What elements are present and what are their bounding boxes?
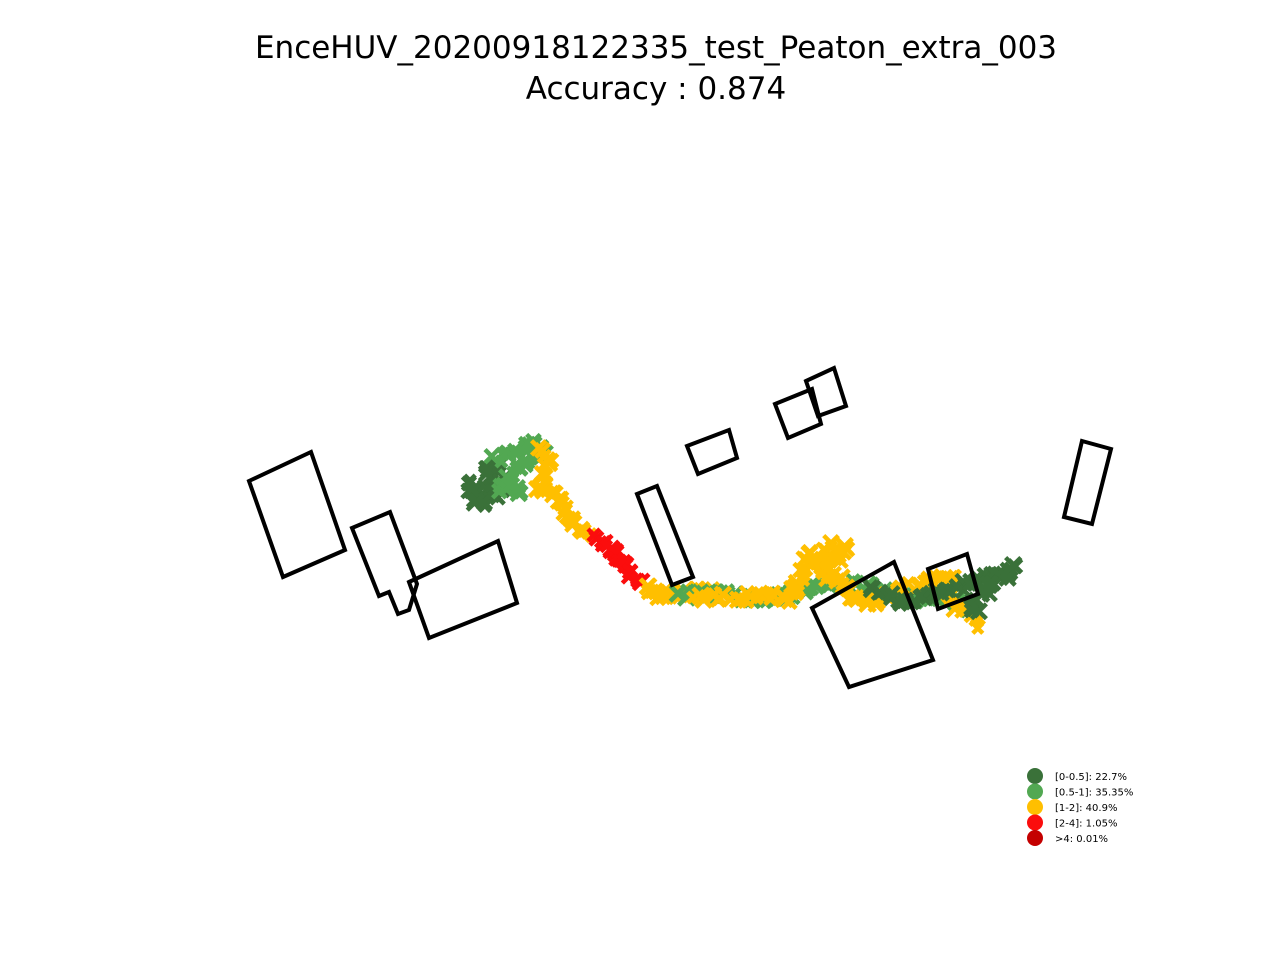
building-outline: [1061, 438, 1114, 527]
legend-label: [0-0.5]: 22.7%: [1055, 772, 1127, 783]
legend-marker: [1027, 768, 1043, 784]
legend-marker: [1027, 830, 1043, 846]
trajectory-point: [969, 602, 988, 621]
legend-label: [0.5-1]: 35.35%: [1055, 788, 1133, 799]
building-outline: [684, 427, 740, 477]
building-outline: [925, 551, 981, 612]
chart-title: EnceHUV_20200918122335_test_Peaton_extra…: [255, 30, 1057, 66]
legend-marker: [1027, 783, 1043, 800]
legend-label: [2-4]: 1.05%: [1055, 819, 1117, 830]
building-outline: [349, 509, 420, 617]
trajectory-point: [694, 590, 713, 609]
trajectory-point: [483, 447, 500, 465]
trajectory-point: [513, 484, 529, 500]
legend-marker: [1027, 814, 1043, 831]
trajectory-points: [460, 432, 1024, 635]
building-outline: [772, 386, 824, 441]
trajectory-point: [630, 572, 646, 589]
building-outline: [803, 365, 849, 419]
legend: [0-0.5]: 22.7% [0.5-1]: 35.35% [1-2]: 40.9…: [1027, 768, 1133, 846]
trajectory-point: [971, 621, 985, 635]
trajectory-point: [738, 584, 756, 602]
building-outline: [634, 483, 696, 588]
chart-subtitle: Accuracy : 0.874: [526, 71, 786, 107]
legend-label: >4: 0.01%: [1055, 834, 1108, 845]
building-outline: [246, 449, 348, 580]
building-outline: [406, 538, 520, 641]
legend-label: [1-2]: 40.9%: [1055, 803, 1117, 814]
building-outline: [809, 559, 936, 690]
building-outlines: [246, 365, 1114, 690]
trajectory-point: [475, 495, 490, 510]
legend-marker: [1027, 799, 1043, 815]
